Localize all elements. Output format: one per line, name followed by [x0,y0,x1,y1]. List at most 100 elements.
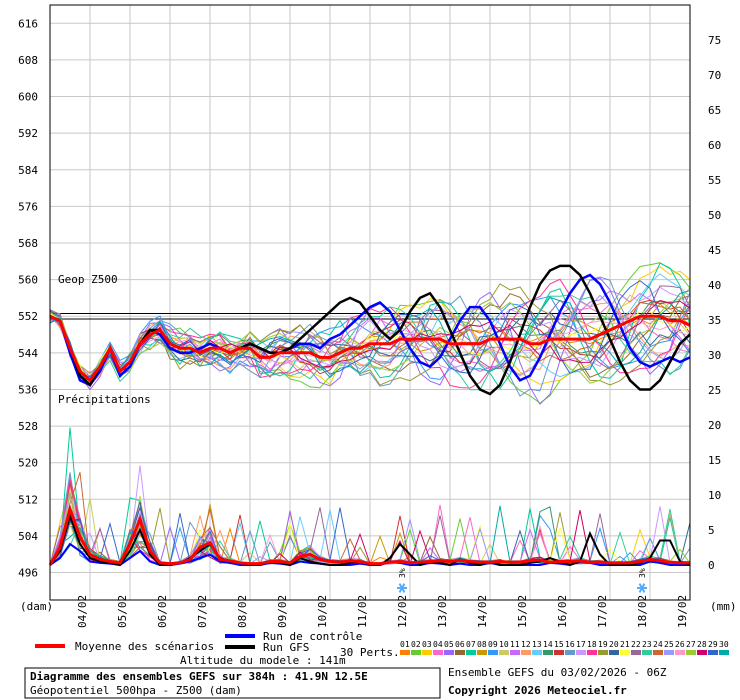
pert-number: 17 [576,640,586,649]
pert-swatch [477,650,487,655]
snowflake-icon [397,583,407,593]
x-tick-label: 10/02 [316,595,329,628]
pert-swatch [488,650,498,655]
pert-z500-line [49,303,691,381]
x-tick-label: 11/02 [356,595,369,628]
pert-number: 01 [400,640,410,649]
pert-swatch [598,650,608,655]
pert-swatch [521,650,531,655]
altitude-label: Altitude du modele : 141m [180,654,346,667]
right-tick-label: 35 [708,314,721,327]
pert-swatch [433,650,443,655]
right-tick-label: 0 [708,559,715,572]
left-tick-label: 536 [18,383,38,396]
pert-number: 26 [675,640,685,649]
pert-number: 05 [444,640,454,649]
left-tick-label: 504 [18,530,38,543]
pert-swatch [664,650,674,655]
legend-gfs-label: Run GFS [263,641,309,654]
pert-number: 10 [499,640,509,649]
pert-swatch [697,650,707,655]
x-tick-label: 07/02 [196,595,209,628]
pert-number: 27 [686,640,696,649]
legend: Moyenne des scénarios Run de contrôle Ru… [35,630,729,667]
x-tick-label: 08/02 [236,595,249,628]
left-tick-label: 592 [18,127,38,140]
left-tick-label: 584 [18,164,38,177]
left-tick-label: 496 [18,567,38,580]
right-axis-unit: (mm) [710,600,737,613]
snow-percent-label: 3% [398,568,407,578]
right-tick-label: 75 [708,34,721,47]
pert-z500-line [49,276,691,397]
left-tick-label: 520 [18,457,38,470]
left-tick-label: 616 [18,17,38,30]
right-tick-label: 20 [708,419,721,432]
plot-frame [49,4,691,601]
pert-number: 03 [422,640,432,649]
right-tick-label: 15 [708,454,721,467]
pert-number: 20 [609,640,619,649]
left-tick-label: 544 [18,347,38,360]
left-tick-label: 560 [18,274,38,287]
legend-gfs-swatch [225,645,255,649]
legend-control-swatch [225,634,255,638]
pert-number: 13 [532,640,542,649]
pert-swatch [455,650,465,655]
left-axis-unit: (dam) [20,600,53,613]
pert-number: 02 [411,640,421,649]
pert-swatch [565,650,575,655]
right-tick-label: 65 [708,104,721,117]
ensemble-run-label: Ensemble GEFS du 03/02/2026 - 06Z [448,666,667,679]
legend-mean-label: Moyenne des scénarios [75,640,214,653]
left-tick-label: 600 [18,91,38,104]
right-tick-label: 10 [708,489,721,502]
precip-panel-label: Précipitations [58,393,151,406]
x-tick-label: 16/02 [556,595,569,628]
legend-pert-swatches: 01 02 03 04 05 06 07 08 09 10 11 12 13 14 15 16 17 18 19 20… [400,640,729,655]
pert-swatch [411,650,421,655]
right-tick-label: 40 [708,279,721,292]
right-tick-label: 5 [708,524,715,537]
left-tick-label: 608 [18,54,38,67]
x-tick-label: 12/02 [396,595,409,628]
x-tick-label: 09/02 [276,595,289,628]
legend-control-label: Run de contrôle [263,630,362,643]
left-tick-label: 552 [18,310,38,323]
pert-swatch [510,650,520,655]
pert-number: 30 [719,640,729,649]
pert-swatch [576,650,586,655]
pert-z500-line [49,313,691,388]
footer-title: Diagramme des ensembles GEFS sur 384h : … [30,670,368,683]
right-tick-label: 25 [708,384,721,397]
x-tick-label: 15/02 [516,595,529,628]
footer-box [24,667,441,699]
x-tick-label: 18/02 [636,595,649,628]
pert-swatch [466,650,476,655]
pert-swatch [532,650,542,655]
pert-number: 19 [598,640,608,649]
pert-number: 07 [466,640,476,649]
left-tick-label: 512 [18,493,38,506]
pert-swatch [642,650,652,655]
pert-swatch [620,650,630,655]
footer-subtitle: Géopotentiel 500hpa - Z500 (dam) [30,684,242,697]
left-tick-label: 528 [18,420,38,433]
x-tick-label: 04/02 [76,595,89,628]
pert-swatch [708,650,718,655]
left-tick-label: 568 [18,237,38,250]
pert-z500-line [49,280,691,378]
pert-number: 25 [664,640,674,649]
pert-number: 21 [620,640,630,649]
legend-perts-label: 30 Perts. [340,646,400,659]
pert-z500-line [49,290,691,379]
pert-number: 28 [697,640,707,649]
right-tick-label: 60 [708,139,721,152]
snowflake-icon [637,583,647,593]
x-tick-label: 05/02 [116,595,129,628]
pert-z500-line [49,293,691,380]
snow-markers: 3% 3% [397,568,647,593]
right-tick-label: 45 [708,244,721,257]
